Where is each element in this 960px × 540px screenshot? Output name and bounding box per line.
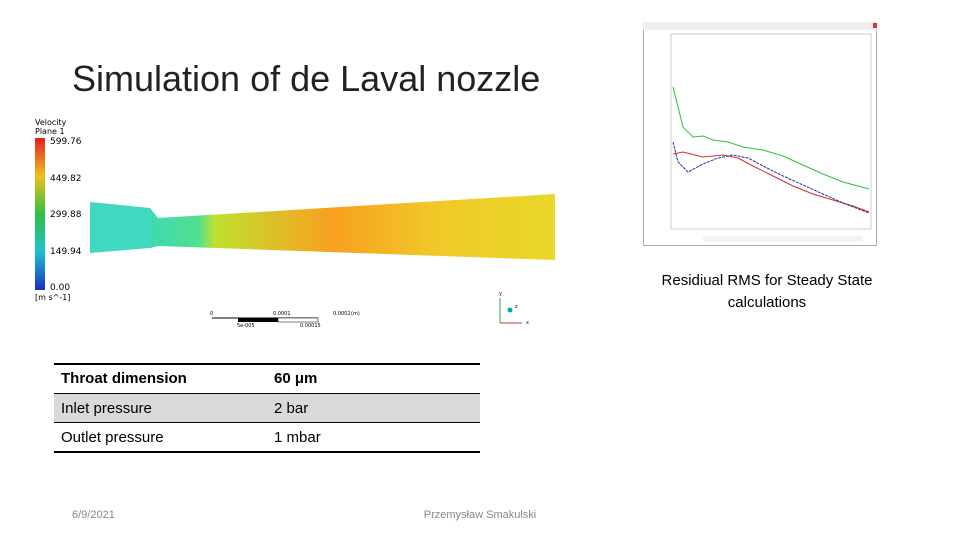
table-cell: 2 bar — [274, 400, 309, 417]
axis-label: x — [526, 320, 529, 326]
table-cell: 1 mbar — [274, 429, 321, 446]
legend-unit: [m s^-1] — [35, 293, 70, 302]
legend-label: 449.82 — [50, 174, 82, 184]
footer-date: 6/9/2021 — [72, 509, 115, 521]
legend-label: 299.88 — [50, 210, 82, 220]
param-table: Throat dimension 60 μm Inlet pressure 2 … — [54, 363, 480, 453]
caption-line: Residiual RMS for Steady State — [661, 272, 873, 289]
residual-caption: Residiual RMS for Steady State calculati… — [600, 270, 934, 314]
legend-label: 149.94 — [50, 247, 82, 257]
caption-line: calculations — [727, 294, 807, 311]
nozzle-body — [150, 194, 555, 260]
legend-variable: Velocity — [35, 118, 67, 127]
axis-label: z — [515, 304, 518, 310]
scale-bar — [277, 317, 319, 323]
slide-title: Simulation of de Laval nozzle — [72, 58, 541, 99]
axis-label: y — [499, 291, 502, 297]
scale-label: 0.0001 — [273, 311, 291, 317]
scale-label: 0.0002 — [333, 311, 351, 317]
scale-label: (m) — [351, 311, 360, 317]
legend-plane: Plane 1 — [35, 127, 65, 136]
residual-plot — [643, 22, 877, 246]
table-cell: Throat dimension — [61, 370, 187, 387]
table-cell: Outlet pressure — [61, 429, 164, 446]
scale-label: 0 — [210, 311, 213, 317]
footer-author: Przemysław Smakulski — [423, 509, 537, 521]
scale-label: 0.00015 — [300, 323, 321, 329]
axis-z — [507, 307, 513, 313]
legend-label: 0.00 — [50, 283, 70, 293]
contour-plot: Velocity Plane 1 599.76 449.82 299.88 14… — [35, 118, 555, 329]
legend-label: 599.76 — [50, 137, 82, 147]
table-cell: 60 μm — [274, 370, 318, 387]
scale-bar — [238, 318, 278, 322]
colorbar — [35, 138, 45, 290]
scale-label: 5e-005 — [237, 323, 255, 329]
nozzle-inlet — [90, 202, 158, 253]
table-cell: Inlet pressure — [61, 400, 152, 417]
